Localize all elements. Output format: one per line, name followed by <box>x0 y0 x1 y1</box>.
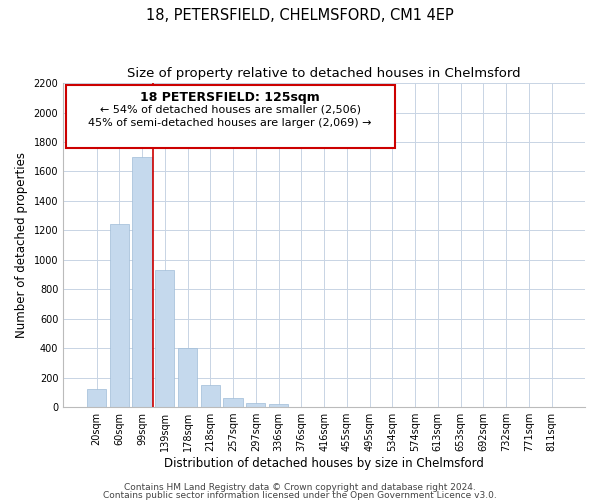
Text: 45% of semi-detached houses are larger (2,069) →: 45% of semi-detached houses are larger (… <box>88 118 372 128</box>
Text: 18, PETERSFIELD, CHELMSFORD, CM1 4EP: 18, PETERSFIELD, CHELMSFORD, CM1 4EP <box>146 8 454 22</box>
Y-axis label: Number of detached properties: Number of detached properties <box>15 152 28 338</box>
Bar <box>200 385 220 407</box>
FancyBboxPatch shape <box>66 84 395 148</box>
Bar <box>110 224 129 407</box>
Bar <box>133 156 152 407</box>
Bar <box>155 270 175 407</box>
Text: 18 PETERSFIELD: 125sqm: 18 PETERSFIELD: 125sqm <box>140 91 320 104</box>
X-axis label: Distribution of detached houses by size in Chelmsford: Distribution of detached houses by size … <box>164 457 484 470</box>
Bar <box>87 390 106 407</box>
Text: Contains HM Land Registry data © Crown copyright and database right 2024.: Contains HM Land Registry data © Crown c… <box>124 484 476 492</box>
Text: ← 54% of detached houses are smaller (2,506): ← 54% of detached houses are smaller (2,… <box>100 104 361 114</box>
Bar <box>269 404 288 407</box>
Text: Contains public sector information licensed under the Open Government Licence v3: Contains public sector information licen… <box>103 490 497 500</box>
Title: Size of property relative to detached houses in Chelmsford: Size of property relative to detached ho… <box>127 68 521 80</box>
Bar <box>246 402 265 407</box>
Bar <box>178 348 197 407</box>
Bar <box>223 398 243 407</box>
